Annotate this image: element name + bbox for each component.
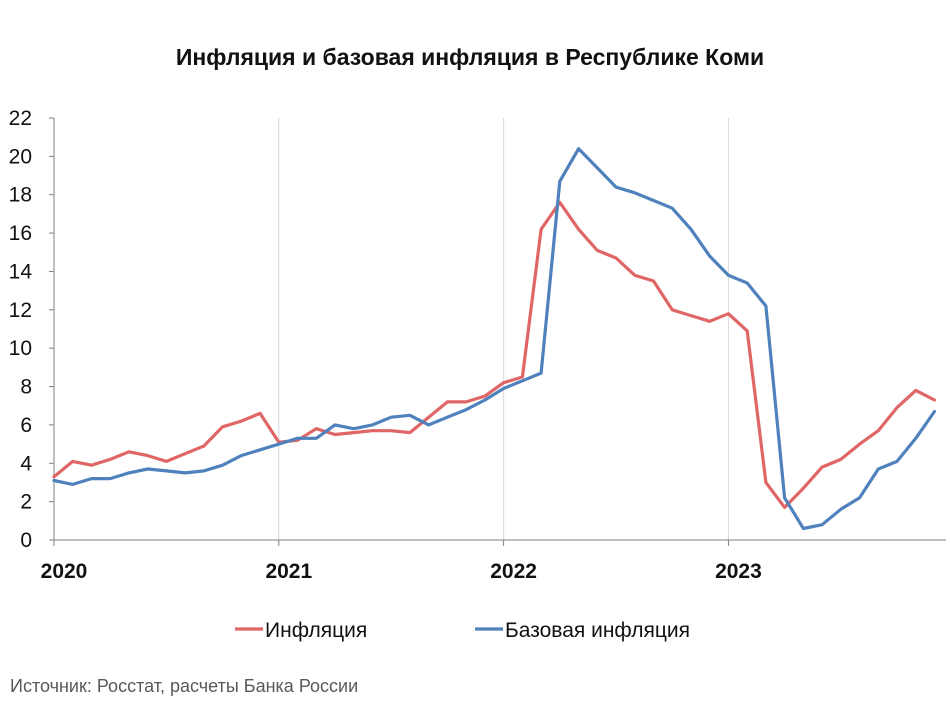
y-tick-label-20: 20	[9, 145, 32, 168]
y-tick-label-14: 14	[9, 260, 33, 283]
y-tick-label-18: 18	[9, 184, 32, 207]
y-tick-label-0: 0	[20, 529, 32, 552]
legend: Инфляция Базовая инфляция	[235, 619, 690, 642]
y-tick-label-22: 22	[9, 107, 32, 130]
y-tick-label-6: 6	[20, 414, 32, 437]
source-note: Источник: Росстат, расчеты Банка России	[10, 676, 359, 696]
y-tick-label-10: 10	[9, 337, 32, 360]
y-tick-label-8: 8	[20, 376, 32, 399]
chart-title: Инфляция и базовая инфляция в Республике…	[175, 44, 765, 70]
legend-label-inflation: Инфляция	[265, 619, 367, 642]
axes	[53, 118, 946, 541]
legend-label-core-inflation: Базовая инфляция	[505, 619, 690, 642]
series-line-inflation	[52, 200, 937, 509]
series-lines	[52, 147, 937, 531]
series-line-core-inflation	[52, 147, 937, 531]
y-tick-label-12: 12	[9, 299, 32, 322]
y-tick-label-4: 4	[20, 452, 32, 475]
x-tick-label-2022: 2022	[490, 560, 537, 583]
grid-lines	[278, 118, 729, 540]
x-tick-label-2023: 2023	[715, 560, 762, 583]
x-tick-label-2021: 2021	[265, 560, 312, 583]
x-tick-label-2020: 2020	[41, 560, 88, 583]
y-tick-label-2: 2	[20, 491, 32, 514]
x-axis-ticks: 2020 2021 2022 2023	[41, 540, 762, 583]
y-axis-ticks: 0 2 4 6 8 10 12 14 16 18 20 22	[9, 107, 54, 552]
y-tick-label-16: 16	[9, 222, 32, 245]
